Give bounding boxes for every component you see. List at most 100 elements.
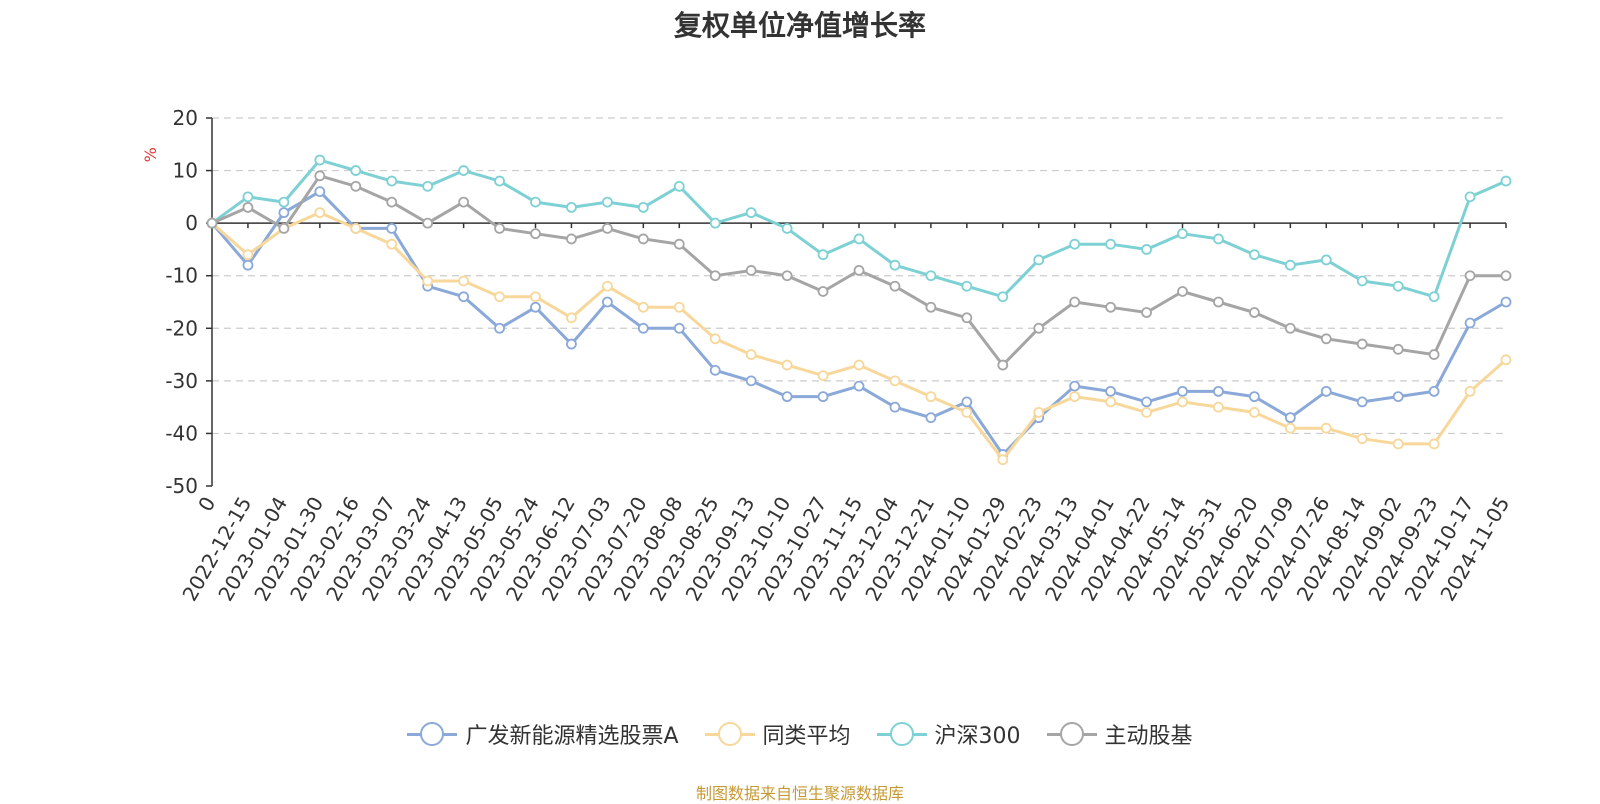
data-point bbox=[566, 312, 577, 324]
data-point bbox=[386, 196, 398, 208]
data-point bbox=[1464, 191, 1476, 203]
data-point bbox=[1392, 343, 1404, 355]
data-point bbox=[853, 380, 865, 392]
data-point bbox=[1105, 301, 1117, 313]
data-point bbox=[1500, 270, 1512, 282]
data-point bbox=[997, 454, 1009, 466]
data-point bbox=[242, 201, 254, 213]
legend-marker-icon bbox=[407, 722, 458, 746]
data-point bbox=[1320, 333, 1332, 345]
data-point bbox=[278, 222, 290, 234]
data-point bbox=[458, 196, 470, 208]
y-tick-label: 0 bbox=[185, 211, 198, 235]
data-point bbox=[781, 222, 793, 234]
legend-item[interactable]: 同类平均 bbox=[704, 718, 851, 750]
data-point bbox=[853, 265, 865, 276]
data-point bbox=[601, 280, 613, 292]
data-point bbox=[530, 196, 541, 208]
data-point bbox=[745, 265, 757, 276]
data-point bbox=[997, 359, 1009, 371]
data-point bbox=[422, 180, 434, 192]
data-point bbox=[745, 349, 757, 360]
legend-item[interactable]: 广发新能源精选股票A bbox=[407, 718, 679, 750]
data-point bbox=[1500, 354, 1512, 366]
data-point bbox=[386, 238, 398, 250]
data-point bbox=[1141, 396, 1152, 408]
data-point bbox=[889, 401, 901, 413]
data-point bbox=[1248, 406, 1260, 418]
data-point bbox=[1320, 254, 1332, 266]
data-point bbox=[781, 391, 793, 403]
data-point bbox=[314, 154, 326, 166]
data-point bbox=[314, 170, 326, 182]
legend-label: 主动股基 bbox=[1104, 724, 1193, 749]
data-point bbox=[637, 233, 649, 245]
legend-item[interactable]: 主动股基 bbox=[1046, 718, 1193, 750]
data-point bbox=[889, 375, 901, 387]
data-point bbox=[1356, 275, 1368, 287]
data-point bbox=[673, 322, 685, 334]
data-point bbox=[1177, 385, 1188, 397]
data-point bbox=[1033, 254, 1045, 266]
legend-item[interactable]: 沪深300 bbox=[876, 718, 1021, 750]
data-point bbox=[1105, 238, 1117, 250]
data-point bbox=[1213, 401, 1224, 413]
legend-marker-icon bbox=[1046, 722, 1097, 746]
data-point bbox=[350, 222, 362, 234]
data-point bbox=[1069, 391, 1081, 403]
series-line bbox=[206, 154, 1512, 303]
data-point bbox=[781, 359, 793, 371]
y-tick-label: 20 bbox=[173, 106, 198, 130]
data-point bbox=[1464, 317, 1476, 329]
data-point bbox=[637, 301, 649, 313]
y-axis-label: % bbox=[141, 147, 160, 162]
data-point bbox=[386, 222, 398, 234]
data-point bbox=[745, 375, 757, 387]
data-point bbox=[458, 165, 470, 176]
data-point bbox=[1177, 396, 1188, 408]
chart-title: 复权单位净值增长率 bbox=[673, 9, 926, 42]
x-tick-label: 0 bbox=[193, 493, 220, 516]
data-point bbox=[242, 191, 254, 203]
data-point bbox=[1033, 406, 1045, 418]
data-point bbox=[458, 275, 470, 287]
data-point bbox=[1356, 396, 1368, 408]
data-point bbox=[566, 201, 577, 213]
data-point bbox=[1213, 233, 1224, 245]
data-point bbox=[1464, 385, 1476, 397]
data-point bbox=[1428, 291, 1440, 303]
data-point bbox=[961, 406, 973, 418]
y-tick-label: -30 bbox=[165, 369, 198, 393]
legend-label: 沪深300 bbox=[934, 724, 1021, 749]
data-point bbox=[242, 259, 254, 271]
data-point bbox=[1500, 296, 1512, 308]
data-point bbox=[350, 165, 362, 176]
data-point bbox=[601, 196, 613, 208]
data-point bbox=[1033, 322, 1045, 334]
y-tick-label: -10 bbox=[165, 264, 198, 288]
data-point bbox=[997, 291, 1009, 303]
data-point bbox=[925, 412, 937, 424]
data-point bbox=[1392, 391, 1404, 403]
data-point bbox=[1320, 422, 1332, 434]
x-tick-labels: 02022-12-152023-01-042023-01-302023-02-1… bbox=[177, 493, 1514, 606]
data-point bbox=[1392, 280, 1404, 292]
data-point bbox=[961, 280, 973, 292]
y-tick-label: -40 bbox=[165, 421, 198, 445]
data-point bbox=[566, 233, 577, 245]
legend-label: 广发新能源精选股票A bbox=[465, 724, 679, 749]
data-point bbox=[709, 217, 721, 229]
data-point bbox=[637, 322, 649, 334]
data-point bbox=[1284, 412, 1296, 424]
data-point bbox=[961, 396, 973, 408]
data-point bbox=[709, 364, 721, 376]
legend-marker-icon bbox=[876, 722, 927, 746]
data-point bbox=[1464, 270, 1476, 282]
legend-marker-icon bbox=[704, 722, 755, 746]
y-tick-label: -20 bbox=[165, 316, 198, 340]
data-point bbox=[1284, 322, 1296, 334]
data-point bbox=[1428, 438, 1440, 450]
data-point bbox=[1141, 307, 1152, 318]
data-point bbox=[637, 201, 649, 213]
data-point bbox=[853, 233, 865, 245]
